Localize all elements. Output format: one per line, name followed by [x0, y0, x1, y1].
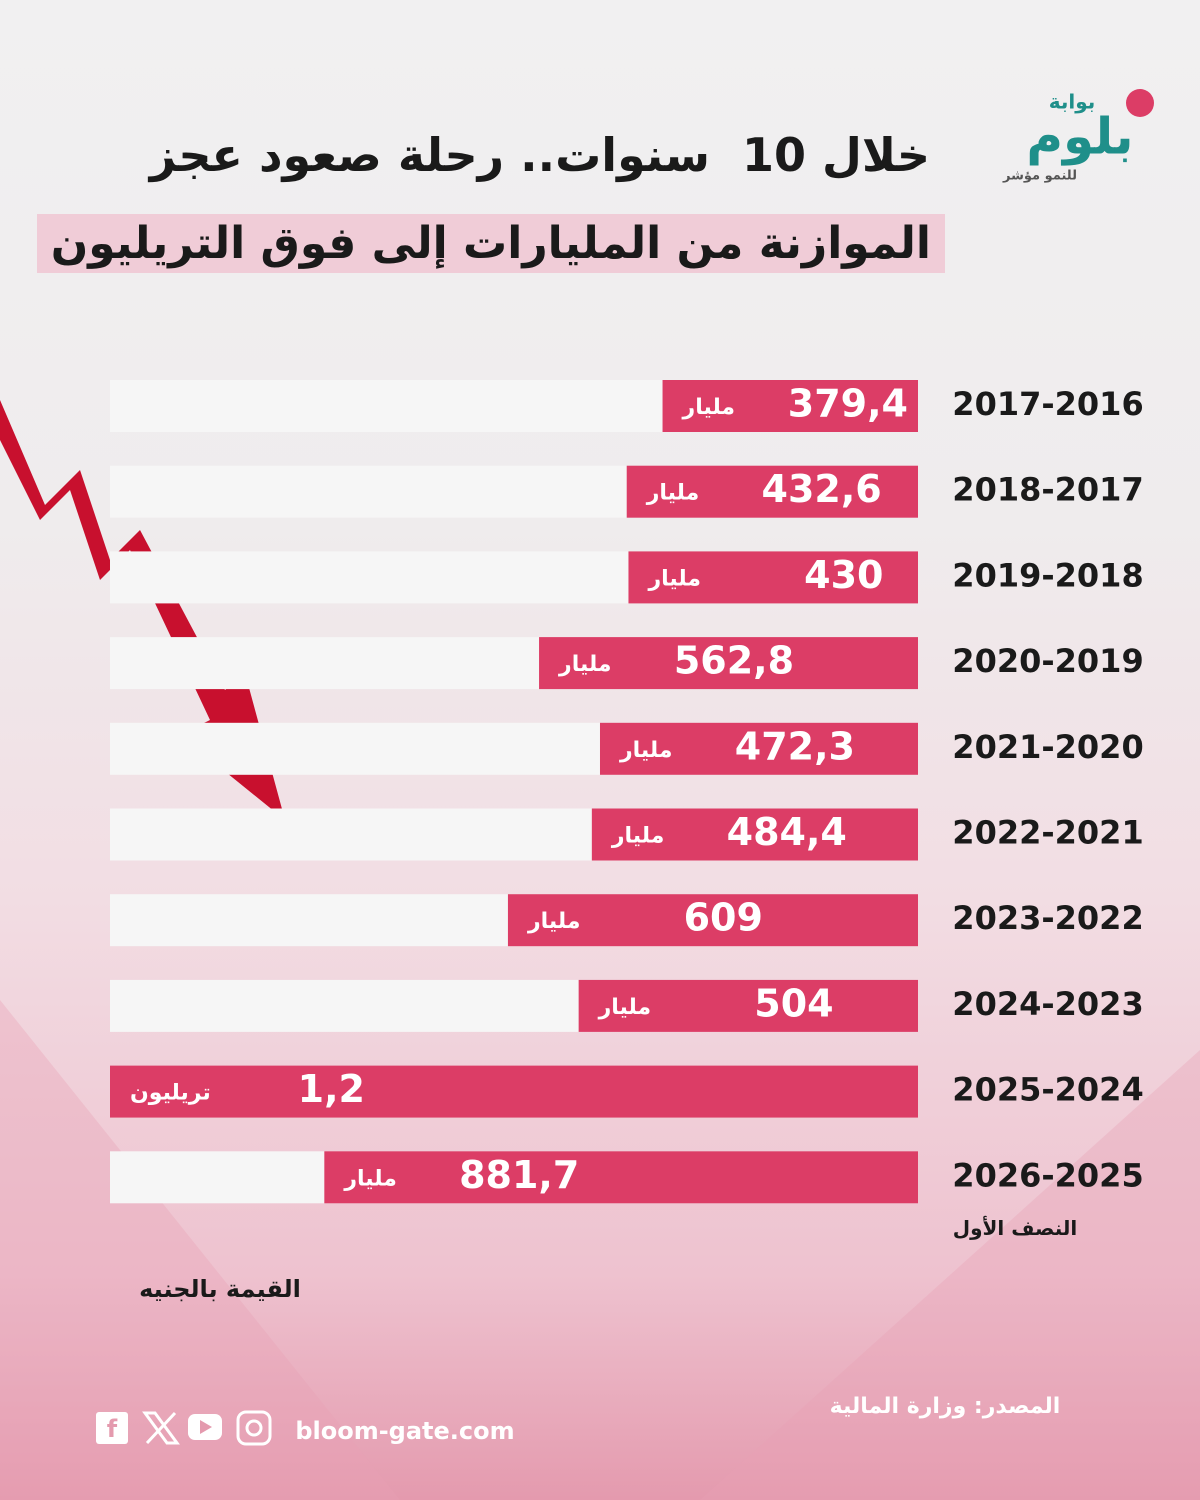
value-label: 609 — [684, 896, 763, 940]
bar — [110, 1065, 918, 1118]
bar-unit: مليار — [647, 566, 701, 591]
bar-unit: مليار — [558, 652, 612, 677]
category-label: 2025-2024 — [952, 1071, 1143, 1109]
logo-mic — [1126, 89, 1154, 117]
category-note: النصف الأول — [953, 1215, 1078, 1240]
svg-text:f: f — [107, 1415, 118, 1443]
category-label: 2024-2023 — [952, 985, 1143, 1023]
bar-unit: مليار — [619, 738, 673, 763]
chart-subtitle: الموازنة من المليارات إلى فوق التريليون — [36, 214, 945, 273]
source: المصدر: وزارة المالية — [830, 1394, 1061, 1419]
logo-tagline: للنمو مؤشر — [1002, 169, 1077, 184]
bar — [539, 637, 918, 690]
bar-unit: مليار — [598, 995, 652, 1020]
bar — [662, 380, 918, 432]
bar — [324, 1151, 918, 1204]
chart-title: خلال 10 سنوات.. رحلة صعود عجز — [149, 128, 930, 182]
logo: بوابة بلوم للنمو مؤشر — [1002, 89, 1154, 184]
category-label: 2020-2019 — [952, 642, 1143, 680]
value-label: 432,6 — [762, 467, 882, 511]
website: bloom-gate.com — [295, 1417, 514, 1445]
bar — [628, 551, 918, 604]
category-label: 2022-2021 — [952, 814, 1143, 852]
bar — [591, 808, 918, 861]
value-label: 379,4 — [788, 382, 908, 426]
bar-unit: مليار — [682, 395, 736, 420]
bar-unit: مليار — [343, 1166, 397, 1191]
bar-unit: مليار — [646, 481, 700, 506]
category-label: 2026-2025 — [952, 1156, 1143, 1194]
category-label: 2018-2017 — [952, 471, 1143, 509]
logo-name: بلوم — [1026, 108, 1133, 167]
category-label: 2019-2018 — [952, 556, 1143, 594]
bar-unit: تريليون — [130, 1081, 211, 1106]
value-label: 484,4 — [727, 810, 847, 854]
logo-top: بوابة — [1049, 90, 1096, 114]
social-icons: f — [96, 1410, 272, 1446]
bar — [507, 894, 918, 947]
value-label: 430 — [804, 553, 883, 597]
background-shapes — [0, 1000, 1200, 1500]
unit-note: القيمة بالجنيه — [139, 1275, 301, 1303]
bar — [626, 465, 918, 518]
value-label: 562,8 — [674, 639, 794, 683]
bar — [578, 979, 918, 1032]
value-label: 472,3 — [735, 724, 855, 768]
value-label: 1,2 — [298, 1067, 365, 1111]
value-label: 881,7 — [459, 1153, 579, 1197]
value-label: 504 — [754, 981, 833, 1025]
bar — [599, 722, 918, 775]
category-label: 2017-2016 — [952, 385, 1143, 423]
bar-unit: مليار — [527, 909, 581, 934]
category-label: 2021-2020 — [952, 728, 1143, 766]
bar-unit: مليار — [611, 824, 665, 849]
trend-arrow — [0, 400, 285, 820]
category-label: 2023-2022 — [952, 899, 1143, 937]
